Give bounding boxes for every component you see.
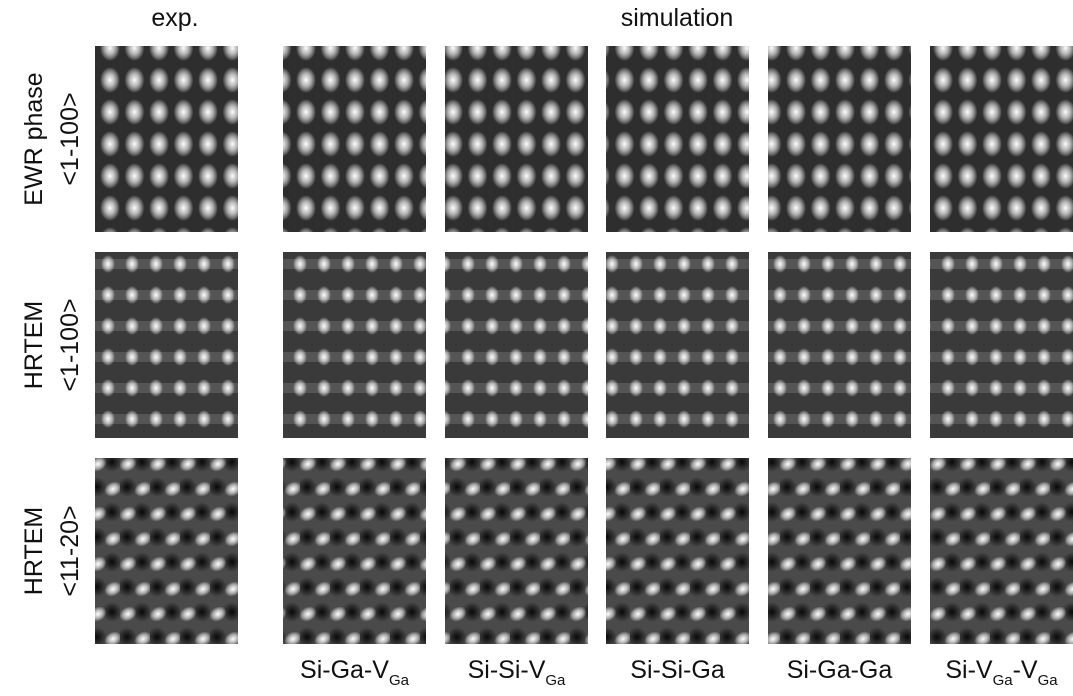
simulation-image: [445, 252, 588, 438]
simulation-image: [445, 458, 588, 644]
row-direction: <1-100>: [56, 298, 84, 391]
label-subscript: Ga: [389, 672, 410, 689]
simulation-image: [606, 252, 749, 438]
simulation-image: [768, 458, 911, 644]
simulation-image: [930, 252, 1073, 438]
column-label: Si-Si-Ga: [630, 656, 725, 684]
simulation-image: [606, 458, 749, 644]
experiment-image: [95, 458, 238, 644]
page: exp. simulation EWR phase <1-100> HRTEM <1-…: [0, 0, 1073, 696]
simulation-image: [768, 252, 911, 438]
simulation-image: [930, 458, 1073, 644]
label-subscript: Ga: [1038, 672, 1059, 689]
simulation-image: [768, 46, 911, 232]
label-text: Si-Si-V: [468, 656, 546, 684]
label-subscript: Ga: [993, 672, 1014, 689]
experiment-image: [95, 252, 238, 438]
column-label: Si-Si-VGa: [468, 656, 566, 689]
column-label: Si-VGa-VGa: [945, 656, 1058, 689]
label-text: Si-Si-Ga: [630, 656, 725, 684]
simulation-image: [606, 46, 749, 232]
row-direction: <11-20>: [56, 505, 84, 596]
simulation-image: [283, 252, 426, 438]
row-direction: <1-100>: [56, 92, 84, 185]
row-label: EWR phase: [20, 72, 48, 205]
row-label: HRTEM: [20, 301, 48, 389]
simulation-image: [445, 46, 588, 232]
row-label: HRTEM: [20, 507, 48, 595]
column-label: Si-Ga-VGa: [300, 656, 410, 689]
column-label: Si-Ga-Ga: [787, 656, 893, 684]
simulation-header: simulation: [621, 4, 734, 32]
label-text: Si-V: [945, 656, 993, 684]
label-text: Si-Ga-V: [300, 656, 389, 684]
label-text: -V: [1013, 656, 1038, 684]
label-text: Si-Ga-Ga: [787, 656, 893, 684]
simulation-image: [930, 46, 1073, 232]
simulation-image: [283, 458, 426, 644]
experiment-header: exp.: [151, 4, 198, 32]
label-subscript: Ga: [545, 672, 566, 689]
experiment-image: [95, 46, 238, 232]
simulation-image: [283, 46, 426, 232]
figure: exp. simulation EWR phase <1-100> HRTEM <1-…: [0, 0, 1073, 696]
